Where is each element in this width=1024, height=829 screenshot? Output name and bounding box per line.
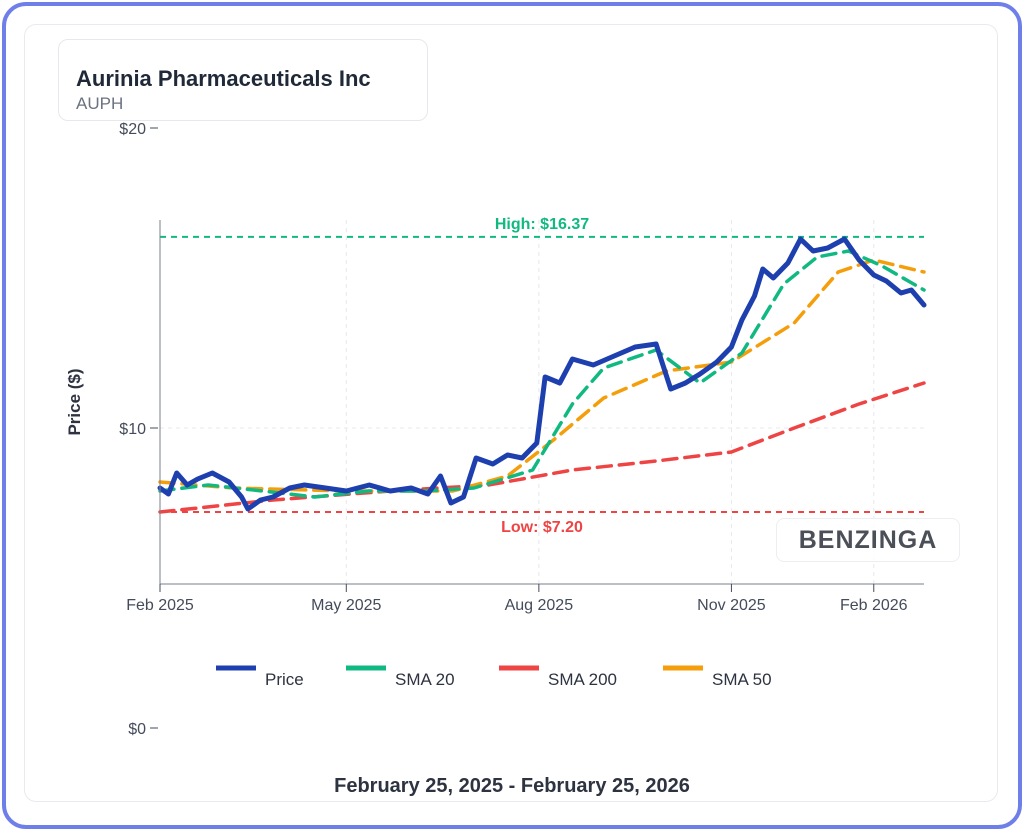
legend-label: SMA 50 (712, 670, 772, 689)
high-label: High: $16.37 (495, 216, 589, 233)
legend-item-sma-20[interactable]: SMA 20 (346, 665, 455, 689)
benzinga-watermark: BENZINGA (776, 518, 960, 562)
company-name: Aurinia Pharmaceuticals Inc (76, 66, 371, 91)
y-tick-label: $10 (119, 421, 146, 438)
y-tick-label: $0 (128, 721, 146, 738)
annotations: High: $16.37 Low: $7.20 (160, 216, 924, 536)
low-label: Low: $7.20 (501, 519, 583, 536)
x-tick-label: Aug 2025 (505, 597, 574, 614)
series-lines (157, 236, 927, 514)
x-tick-label: Feb 2026 (840, 597, 908, 614)
legend-item-sma-200[interactable]: SMA 200 (499, 665, 617, 689)
ticker-symbol: AUPH (76, 94, 124, 113)
x-tick-label: Nov 2025 (697, 597, 766, 614)
legend-label: SMA 20 (395, 670, 455, 689)
legend[interactable]: Price SMA 20 SMA 200 SMA 50 (216, 665, 772, 689)
series-line-sma-20 (158, 249, 926, 499)
legend-label: SMA 200 (548, 670, 617, 689)
date-range: February 25, 2025 - February 25, 2026 (334, 775, 690, 797)
x-tick-label: Feb 2025 (126, 597, 194, 614)
x-tick-label: May 2025 (311, 597, 381, 614)
title-card: Aurinia Pharmaceuticals Inc AUPH (58, 39, 428, 121)
series-line-price (157, 236, 927, 512)
legend-item-price[interactable]: Price (216, 665, 304, 689)
y-tick-label: $20 (119, 121, 146, 138)
legend-item-sma-50[interactable]: SMA 50 (663, 665, 772, 689)
series-line-sma-50 (158, 258, 926, 493)
legend-label: Price (265, 670, 304, 689)
y-axis-label: Price ($) (65, 368, 84, 435)
